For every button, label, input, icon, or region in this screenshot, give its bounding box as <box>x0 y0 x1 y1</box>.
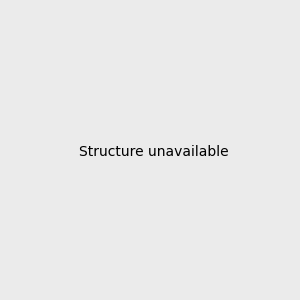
Text: Structure unavailable: Structure unavailable <box>79 145 229 158</box>
